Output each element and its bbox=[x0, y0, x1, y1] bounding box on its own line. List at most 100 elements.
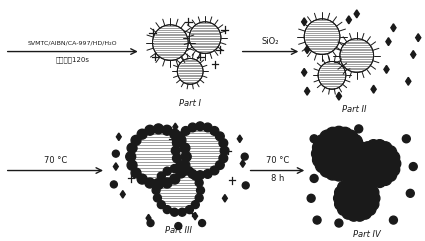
Circle shape bbox=[195, 194, 203, 202]
Circle shape bbox=[338, 166, 352, 180]
Circle shape bbox=[137, 129, 147, 139]
Circle shape bbox=[348, 175, 360, 188]
Text: 8 h: 8 h bbox=[271, 174, 284, 183]
Circle shape bbox=[170, 208, 178, 216]
Circle shape bbox=[359, 207, 371, 219]
Circle shape bbox=[196, 186, 204, 194]
Circle shape bbox=[173, 154, 181, 163]
Circle shape bbox=[320, 134, 358, 173]
Circle shape bbox=[219, 154, 228, 163]
Polygon shape bbox=[371, 85, 376, 93]
Text: Part II: Part II bbox=[342, 105, 366, 114]
Circle shape bbox=[310, 174, 318, 182]
Circle shape bbox=[364, 203, 376, 215]
Circle shape bbox=[219, 139, 228, 147]
Circle shape bbox=[112, 150, 119, 157]
Circle shape bbox=[159, 171, 198, 210]
Circle shape bbox=[185, 167, 193, 175]
Circle shape bbox=[361, 142, 374, 154]
Circle shape bbox=[379, 173, 392, 185]
Polygon shape bbox=[336, 92, 341, 100]
Circle shape bbox=[176, 168, 186, 178]
Text: Part IV: Part IV bbox=[353, 230, 380, 239]
Circle shape bbox=[304, 19, 340, 54]
Circle shape bbox=[334, 186, 347, 199]
Circle shape bbox=[170, 165, 178, 173]
Circle shape bbox=[310, 135, 318, 143]
Circle shape bbox=[318, 61, 346, 89]
Circle shape bbox=[354, 151, 366, 164]
Circle shape bbox=[153, 180, 164, 189]
Circle shape bbox=[342, 207, 354, 219]
Circle shape bbox=[215, 132, 224, 141]
Circle shape bbox=[334, 192, 346, 204]
Circle shape bbox=[176, 132, 185, 141]
Polygon shape bbox=[346, 16, 351, 24]
Circle shape bbox=[312, 140, 327, 155]
Circle shape bbox=[127, 160, 137, 170]
Circle shape bbox=[191, 201, 199, 209]
Circle shape bbox=[126, 152, 136, 162]
Circle shape bbox=[188, 123, 197, 132]
Circle shape bbox=[198, 220, 206, 227]
Circle shape bbox=[147, 220, 154, 227]
Circle shape bbox=[357, 146, 369, 159]
Polygon shape bbox=[305, 46, 310, 54]
Circle shape bbox=[177, 59, 203, 84]
Circle shape bbox=[175, 223, 182, 229]
Circle shape bbox=[241, 153, 248, 160]
Circle shape bbox=[332, 126, 346, 141]
Circle shape bbox=[134, 132, 183, 181]
Circle shape bbox=[157, 172, 165, 180]
Polygon shape bbox=[406, 77, 411, 85]
Polygon shape bbox=[305, 87, 310, 95]
Polygon shape bbox=[237, 135, 242, 143]
Circle shape bbox=[348, 209, 360, 221]
Text: 超声处理120s: 超声处理120s bbox=[55, 56, 89, 63]
Circle shape bbox=[152, 186, 160, 194]
Circle shape bbox=[127, 143, 137, 153]
Polygon shape bbox=[386, 38, 391, 46]
Circle shape bbox=[373, 175, 386, 187]
Circle shape bbox=[312, 153, 327, 167]
Polygon shape bbox=[302, 68, 307, 76]
Circle shape bbox=[351, 140, 365, 155]
Circle shape bbox=[343, 130, 358, 145]
Circle shape bbox=[354, 163, 366, 176]
Text: Part I: Part I bbox=[179, 99, 201, 108]
Text: 70 °C: 70 °C bbox=[266, 156, 289, 165]
Circle shape bbox=[340, 39, 374, 72]
Circle shape bbox=[388, 157, 401, 170]
Polygon shape bbox=[193, 212, 198, 220]
Circle shape bbox=[195, 179, 203, 187]
Circle shape bbox=[315, 158, 330, 173]
Circle shape bbox=[354, 175, 366, 188]
Circle shape bbox=[335, 219, 343, 227]
Circle shape bbox=[387, 151, 399, 164]
Circle shape bbox=[360, 147, 394, 181]
Circle shape bbox=[357, 169, 369, 181]
Text: Part III: Part III bbox=[165, 226, 192, 235]
Circle shape bbox=[153, 124, 164, 134]
Polygon shape bbox=[411, 51, 416, 59]
Circle shape bbox=[312, 147, 326, 161]
Circle shape bbox=[178, 208, 186, 216]
Circle shape bbox=[196, 171, 204, 180]
Circle shape bbox=[189, 22, 221, 54]
Circle shape bbox=[180, 143, 190, 153]
Circle shape bbox=[181, 152, 191, 162]
Circle shape bbox=[364, 181, 376, 194]
Circle shape bbox=[145, 178, 155, 188]
Circle shape bbox=[326, 166, 340, 180]
Circle shape bbox=[337, 203, 350, 215]
Circle shape bbox=[181, 166, 190, 175]
Circle shape bbox=[173, 139, 181, 147]
Text: SiO₂: SiO₂ bbox=[262, 37, 279, 46]
Polygon shape bbox=[240, 160, 245, 167]
Circle shape bbox=[368, 192, 380, 204]
Circle shape bbox=[307, 194, 315, 202]
Polygon shape bbox=[416, 34, 421, 42]
Circle shape bbox=[337, 181, 350, 194]
Circle shape bbox=[178, 129, 222, 173]
Circle shape bbox=[379, 142, 392, 154]
